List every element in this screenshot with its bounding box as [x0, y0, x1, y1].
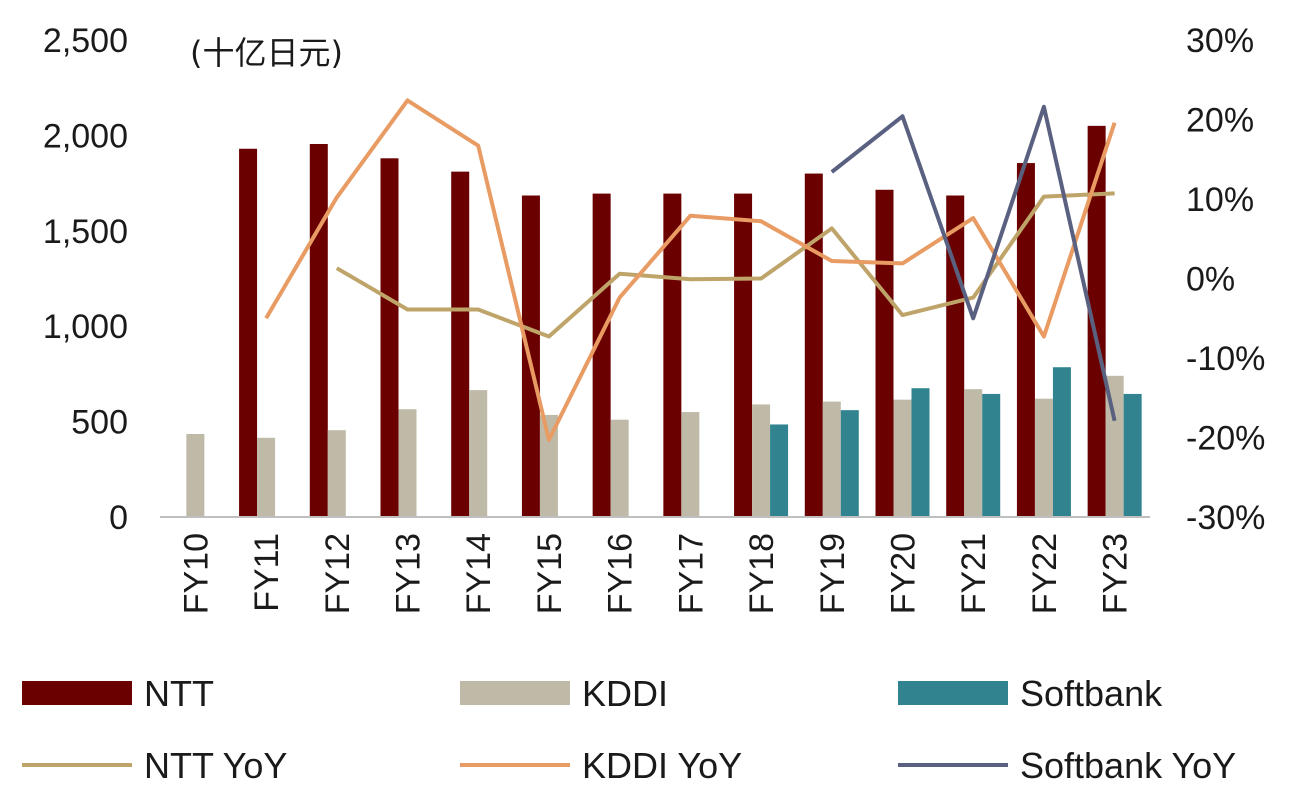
- right-axis: -30% -20% -10% 0% 10% 20% 30%: [1186, 22, 1265, 537]
- x-category-label: FY15: [531, 533, 569, 614]
- x-category-label: FY17: [672, 533, 710, 614]
- bar-kddi: [964, 389, 983, 517]
- left-tick-label: 0: [109, 499, 128, 537]
- bar-ntt: [663, 193, 682, 517]
- right-tick-label: 30%: [1186, 22, 1254, 60]
- line-kddi-yoy: [264, 98, 1117, 442]
- x-category-label: FY10: [177, 533, 215, 614]
- bar-ntt: [1087, 125, 1106, 518]
- legend-label: NTT YoY: [144, 745, 287, 786]
- bar-ntt: [239, 148, 258, 518]
- x-category-label: FY21: [955, 533, 993, 614]
- bar-ntt: [380, 158, 399, 517]
- bar-softbank: [911, 388, 930, 517]
- bar-kddi: [257, 437, 276, 517]
- bar-kddi: [610, 419, 629, 517]
- right-tick-label: 0%: [1186, 261, 1235, 299]
- left-axis: 0 500 1,000 1,500 2,000 2,500: [43, 22, 128, 537]
- bars: [186, 125, 1142, 518]
- bar-kddi: [752, 404, 771, 517]
- bar-softbank: [1052, 367, 1071, 517]
- bar-ntt: [592, 193, 611, 517]
- bar-softbank: [770, 424, 789, 517]
- legend-swatch: [460, 681, 570, 705]
- bar-kddi: [398, 409, 417, 517]
- bar-ntt: [804, 173, 823, 517]
- bar-kddi: [1034, 398, 1053, 517]
- left-tick-label: 1,000: [43, 308, 128, 346]
- unit-label: (十亿日元): [190, 34, 343, 72]
- bar-kddi: [327, 430, 346, 517]
- legend: NTT KDDI Softbank NTT YoY KDDI YoY Softbank Y…: [22, 673, 1236, 786]
- legend-label: KDDI YoY: [582, 745, 742, 786]
- x-axis-labels: FY10 FY11 FY12 FY13 FY14 FY15 FY16 FY17 FY18 FY19…: [177, 533, 1134, 614]
- right-tick-label: -20%: [1186, 420, 1265, 458]
- right-tick-label: -30%: [1186, 499, 1265, 537]
- bar-softbank: [982, 393, 1001, 517]
- bar-kddi: [186, 434, 205, 517]
- bar-ntt: [451, 171, 470, 518]
- right-tick-label: -10%: [1186, 340, 1265, 378]
- bar-kddi: [893, 399, 912, 517]
- left-tick-label: 500: [71, 404, 128, 442]
- right-tick-label: 10%: [1186, 181, 1254, 219]
- bar-ntt: [875, 189, 894, 517]
- bar-kddi: [539, 414, 558, 517]
- line-softbank-yoy: [830, 104, 1117, 422]
- x-category-label: FY13: [390, 533, 428, 614]
- x-category-label: FY16: [602, 533, 640, 614]
- bar-kddi: [822, 401, 841, 517]
- lines: [264, 98, 1117, 442]
- x-category-label: FY18: [743, 533, 781, 614]
- x-category-label: FY23: [1097, 533, 1135, 614]
- bar-ntt: [734, 193, 753, 517]
- legend-label: KDDI: [582, 673, 668, 714]
- left-tick-label: 2,500: [43, 22, 128, 60]
- legend-swatch: [898, 681, 1008, 705]
- x-category-label: FY20: [885, 533, 923, 614]
- bar-kddi: [681, 412, 700, 517]
- bar-ntt: [521, 195, 540, 517]
- x-category-label: FY14: [460, 533, 498, 614]
- bar-softbank: [840, 410, 859, 517]
- legend-label: Softbank YoY: [1020, 745, 1236, 786]
- right-tick-label: 20%: [1186, 102, 1254, 140]
- x-category-label: FY19: [814, 533, 852, 614]
- legend-label: Softbank: [1020, 673, 1163, 714]
- x-category-label: FY12: [319, 533, 357, 614]
- bar-ntt: [1016, 163, 1035, 518]
- x-category-label: FY11: [248, 533, 286, 612]
- bar-softbank: [1123, 393, 1142, 517]
- left-tick-label: 2,000: [43, 117, 128, 155]
- bar-kddi: [469, 390, 488, 517]
- bar-ntt: [309, 143, 328, 517]
- legend-label: NTT: [144, 673, 214, 714]
- bar-kddi: [1105, 375, 1124, 517]
- x-category-label: FY22: [1026, 533, 1064, 614]
- left-tick-label: 1,500: [43, 213, 128, 251]
- legend-swatch: [22, 681, 132, 705]
